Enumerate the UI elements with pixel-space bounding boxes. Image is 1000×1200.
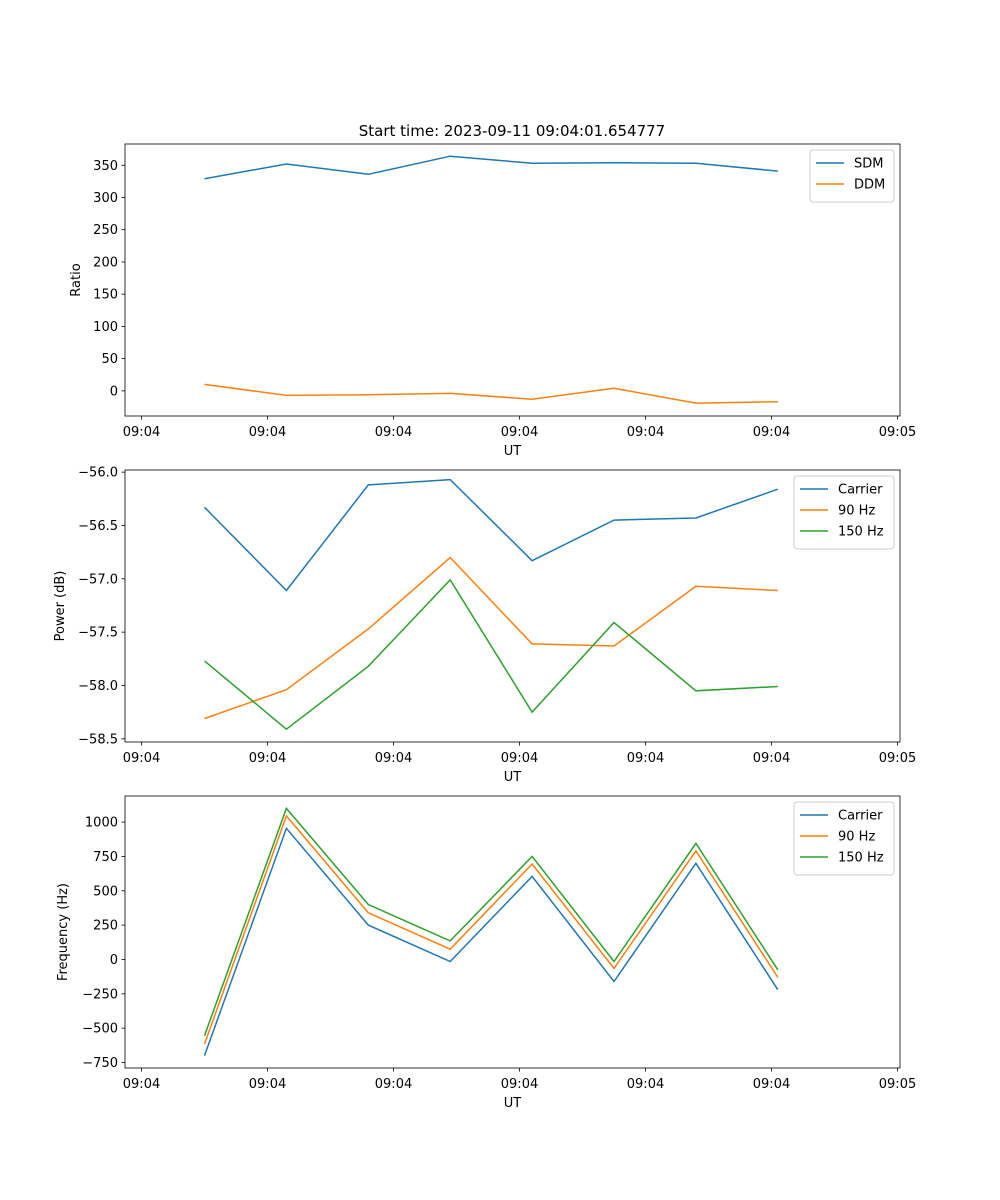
- y-tick-label: 200: [93, 255, 118, 270]
- x-tick-label: 09:05: [879, 1077, 916, 1092]
- y-tick-label: −500: [82, 1022, 118, 1037]
- x-tick-label: 09:04: [375, 1077, 412, 1092]
- legend-label: 90 Hz: [838, 504, 875, 519]
- legend-label: DDM: [854, 178, 885, 193]
- x-tick-label: 09:04: [501, 751, 538, 766]
- series-line-150-hz: [203, 806, 779, 1036]
- frequency-panel: 09:04 09:04 09:04 09:04 09:04 09:04 09:05 −750 −…: [56, 795, 916, 1111]
- x-tick-label: 09:04: [753, 1077, 790, 1092]
- y-tick-label: 250: [93, 919, 118, 934]
- legend-label: 150 Hz: [838, 525, 884, 540]
- legend-label: Carrier: [838, 809, 883, 824]
- y-tick-label: −56.5: [78, 519, 118, 534]
- y-tick-label: 300: [93, 191, 118, 206]
- series-line-ddm: [204, 383, 778, 404]
- x-tick-label: 09:04: [753, 751, 790, 766]
- legend-label: SDM: [854, 157, 883, 172]
- y-axis-label: Frequency (Hz): [56, 883, 71, 981]
- y-tick-label: −58.0: [78, 679, 118, 694]
- y-tick-label: −57.5: [78, 626, 118, 641]
- x-tick-label: 09:04: [627, 751, 664, 766]
- y-tick-label: 250: [93, 223, 118, 238]
- series-line-150-hz: [204, 578, 778, 731]
- y-tick-label: 50: [101, 352, 118, 367]
- x-tick-label: 09:04: [249, 425, 286, 440]
- y-tick-label: −57.0: [78, 572, 118, 587]
- x-axis-label: UT: [504, 770, 522, 785]
- y-tick-label: −58.5: [78, 732, 118, 747]
- x-tick-label: 09:04: [249, 751, 286, 766]
- y-tick-label: −56.0: [78, 466, 118, 481]
- y-tick-label: 100: [93, 320, 118, 335]
- legend-label: Carrier: [838, 483, 883, 498]
- y-tick-label: 500: [93, 884, 118, 899]
- axes-frame: [124, 795, 901, 1069]
- y-axis-label: Power (dB): [53, 571, 68, 642]
- x-tick-label: 09:05: [879, 751, 916, 766]
- ratio-panel: 09:04 09:04 09:04 09:04 09:04 09:04 09:05 0 50 10…: [69, 143, 916, 459]
- y-tick-label: 750: [93, 850, 118, 865]
- x-tick-label: 09:04: [123, 425, 160, 440]
- y-tick-label: 350: [93, 159, 118, 174]
- x-tick-label: 09:04: [501, 425, 538, 440]
- legend-label: 150 Hz: [838, 851, 884, 866]
- x-tick-label: 09:05: [879, 425, 916, 440]
- series-line-carrier: [203, 478, 779, 592]
- series-line-sdm: [204, 155, 778, 180]
- x-tick-label: 09:04: [123, 1077, 160, 1092]
- chart-title: Start time: 2023-09-11 09:04:01.654777: [359, 122, 665, 140]
- series-line-90-hz: [203, 814, 779, 1045]
- y-axis-label: Ratio: [69, 263, 84, 296]
- x-tick-label: 09:04: [375, 751, 412, 766]
- series-line-carrier: [203, 826, 779, 1056]
- y-tick-label: 0: [110, 384, 118, 399]
- legend-label: 90 Hz: [838, 830, 875, 845]
- x-axis-label: UT: [504, 1096, 522, 1111]
- x-tick-label: 09:04: [627, 1077, 664, 1092]
- y-tick-label: −250: [82, 987, 118, 1002]
- x-tick-label: 09:04: [627, 425, 664, 440]
- x-axis-label: UT: [504, 444, 522, 459]
- y-tick-label: 150: [93, 288, 118, 303]
- power-panel: 09:04 09:04 09:04 09:04 09:04 09:04 09:05 −58.5…: [53, 466, 916, 785]
- y-tick-label: 1000: [85, 816, 118, 831]
- y-tick-label: −750: [82, 1056, 118, 1071]
- axes-frame: [124, 143, 901, 417]
- x-tick-label: 09:04: [249, 1077, 286, 1092]
- y-tick-label: 0: [110, 953, 118, 968]
- x-tick-label: 09:04: [501, 1077, 538, 1092]
- x-tick-label: 09:04: [123, 751, 160, 766]
- series-line-90-hz: [204, 556, 778, 720]
- x-tick-label: 09:04: [753, 425, 790, 440]
- x-tick-label: 09:04: [375, 425, 412, 440]
- axes-frame: [124, 469, 901, 743]
